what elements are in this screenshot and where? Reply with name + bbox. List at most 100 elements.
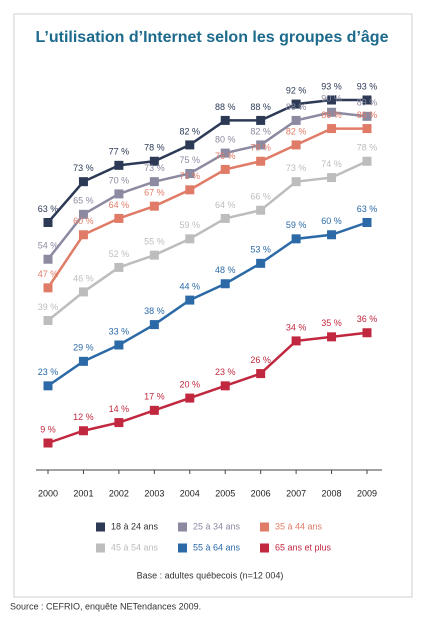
x-tick-label: 2005 — [215, 488, 235, 498]
point-marker — [362, 124, 372, 134]
data-label: 38 % — [144, 306, 165, 316]
legend-marker — [96, 543, 105, 553]
data-label: 93 % — [357, 81, 378, 91]
data-label: 70 % — [109, 175, 130, 185]
point-marker — [185, 185, 195, 195]
data-label: 75 % — [180, 155, 201, 165]
frame — [13, 13, 413, 598]
point-marker — [114, 418, 124, 428]
data-label: 59 % — [286, 220, 307, 230]
point-marker — [291, 99, 301, 109]
point-marker — [220, 164, 230, 174]
legend-label: 35 à 44 ans — [275, 521, 323, 531]
data-label: 35 % — [321, 318, 342, 328]
point-marker — [185, 234, 195, 244]
data-label: 63 % — [38, 204, 59, 214]
point-marker — [327, 107, 337, 117]
data-label: 26 % — [250, 355, 271, 365]
legend-label: 55 à 64 ans — [193, 542, 241, 552]
data-label: 78 % — [144, 143, 165, 153]
data-label: 89 % — [357, 98, 378, 108]
data-label: 36 % — [357, 314, 378, 324]
point-marker — [220, 279, 230, 289]
point-marker — [114, 340, 124, 350]
point-marker — [78, 287, 88, 297]
data-label: 73 % — [144, 163, 165, 173]
x-tick-label: 2002 — [109, 488, 129, 498]
data-label: 78 % — [250, 143, 271, 153]
point-marker — [185, 169, 195, 178]
legend-marker — [178, 522, 187, 532]
data-label: 44 % — [180, 281, 201, 291]
point-marker — [327, 230, 337, 240]
data-label: 20 % — [180, 379, 201, 389]
data-label: 90 % — [321, 94, 342, 104]
data-label: 64 % — [109, 200, 130, 210]
data-label: 74 % — [321, 159, 342, 169]
data-label: 60 % — [321, 216, 342, 226]
data-label: 67 % — [144, 188, 165, 198]
data-label: 73 % — [73, 163, 94, 173]
point-marker — [114, 160, 124, 170]
data-label: 34 % — [286, 322, 307, 332]
point-marker — [149, 177, 159, 187]
data-label: 88 % — [215, 102, 236, 112]
data-label: 59 % — [180, 220, 201, 230]
point-marker — [149, 320, 159, 330]
point-marker — [327, 173, 337, 183]
point-marker — [220, 148, 230, 158]
point-marker — [114, 189, 124, 199]
point-marker — [362, 328, 372, 338]
point-marker — [78, 426, 88, 436]
point-marker — [362, 156, 372, 166]
data-label: 53 % — [250, 245, 271, 255]
legend-marker — [96, 522, 105, 532]
point-marker — [78, 356, 88, 366]
point-marker — [256, 369, 266, 379]
data-label: 9 % — [40, 424, 56, 434]
data-label: 29 % — [73, 343, 94, 353]
data-label: 80 % — [215, 134, 236, 144]
point-marker — [114, 262, 124, 272]
x-tick-label: 2000 — [38, 488, 58, 498]
legend-marker — [178, 543, 187, 553]
data-label: 12 % — [73, 412, 94, 422]
point-marker — [256, 258, 266, 268]
data-label: 82 % — [250, 126, 271, 136]
data-label: 73 % — [286, 163, 307, 173]
series-line — [46, 127, 367, 289]
data-label: 48 % — [215, 265, 236, 275]
legend-label: 65 ans et plus — [275, 542, 332, 552]
legend-label: 45 à 54 ans — [111, 542, 159, 552]
point-marker — [291, 140, 301, 150]
x-tick-label: 2006 — [251, 488, 271, 498]
point-marker — [149, 405, 159, 415]
point-marker — [43, 438, 53, 448]
data-label: 39 % — [38, 302, 59, 312]
legend-label: 25 à 34 ans — [193, 521, 241, 531]
data-label: 82 % — [180, 126, 201, 136]
data-label: 52 % — [109, 249, 130, 259]
data-label: 14 % — [109, 404, 130, 414]
point-marker — [43, 254, 53, 264]
note: Base : adultes québecois (n=12 004) — [137, 570, 284, 580]
data-label: 63 % — [357, 204, 378, 214]
point-marker — [327, 124, 337, 134]
point-marker — [256, 115, 266, 125]
data-label: 86 % — [357, 110, 378, 120]
point-marker — [256, 205, 266, 215]
point-marker — [362, 95, 372, 105]
point-marker — [327, 95, 337, 105]
chart-title: L’utilisation d’Internet selon les group… — [36, 29, 389, 46]
point-marker — [185, 393, 195, 403]
point-marker — [185, 140, 195, 150]
legend-label: 18 à 24 ans — [111, 521, 159, 531]
series-line — [47, 110, 368, 261]
data-label: 55 % — [144, 237, 165, 247]
point-marker — [43, 316, 53, 325]
point-marker — [78, 177, 88, 187]
point-marker — [220, 381, 230, 391]
data-label: 65 % — [73, 196, 94, 206]
legend-marker — [260, 543, 269, 553]
